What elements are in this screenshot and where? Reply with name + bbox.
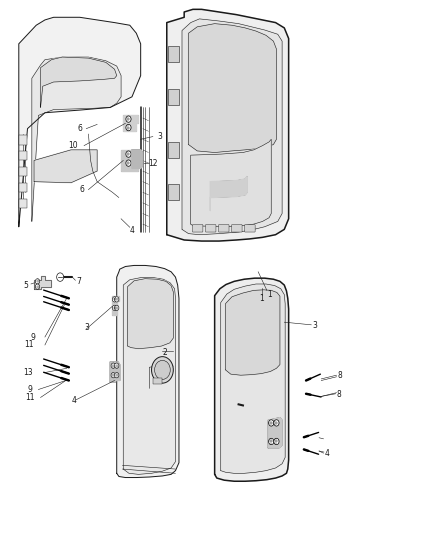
Bar	[19, 167, 27, 176]
Polygon shape	[268, 418, 282, 448]
Text: 6: 6	[79, 185, 85, 194]
Polygon shape	[167, 10, 289, 241]
Polygon shape	[34, 150, 97, 183]
Circle shape	[268, 438, 274, 445]
Circle shape	[152, 357, 173, 383]
FancyBboxPatch shape	[245, 224, 255, 232]
Text: 9: 9	[27, 385, 32, 394]
FancyBboxPatch shape	[192, 224, 203, 232]
Circle shape	[155, 360, 170, 379]
Circle shape	[115, 373, 119, 378]
Polygon shape	[121, 150, 141, 171]
Text: 8: 8	[338, 370, 343, 379]
Circle shape	[126, 151, 131, 157]
Polygon shape	[226, 290, 280, 375]
Text: 9: 9	[30, 333, 35, 342]
Polygon shape	[117, 265, 179, 478]
Bar	[168, 89, 179, 105]
Text: 2: 2	[162, 349, 167, 358]
Text: 13: 13	[24, 368, 33, 377]
Bar	[19, 183, 27, 192]
Circle shape	[113, 305, 117, 311]
Polygon shape	[215, 278, 289, 481]
FancyBboxPatch shape	[205, 224, 216, 232]
Bar	[168, 142, 179, 158]
Text: 4: 4	[72, 395, 77, 405]
Circle shape	[274, 438, 279, 445]
Text: 4: 4	[130, 226, 134, 235]
Text: 3: 3	[158, 132, 162, 141]
Polygon shape	[123, 115, 138, 131]
Bar	[168, 46, 179, 62]
Text: 8: 8	[337, 390, 342, 399]
Text: 11: 11	[24, 341, 34, 350]
Circle shape	[126, 116, 131, 122]
Polygon shape	[210, 176, 247, 211]
Circle shape	[126, 124, 131, 131]
Text: 7: 7	[76, 277, 81, 286]
Circle shape	[115, 305, 119, 311]
Text: 3: 3	[312, 321, 317, 330]
Polygon shape	[113, 296, 119, 316]
Circle shape	[115, 297, 119, 302]
Text: 1: 1	[259, 294, 264, 303]
Polygon shape	[32, 57, 121, 221]
Polygon shape	[132, 150, 143, 168]
Circle shape	[57, 273, 64, 281]
Polygon shape	[221, 284, 285, 473]
Bar	[153, 378, 162, 384]
Polygon shape	[188, 23, 276, 152]
FancyBboxPatch shape	[232, 224, 242, 232]
Circle shape	[113, 297, 117, 302]
Circle shape	[126, 160, 131, 166]
Bar	[168, 184, 179, 200]
Text: 5: 5	[24, 280, 28, 289]
Circle shape	[115, 363, 119, 368]
Text: 10: 10	[68, 141, 78, 150]
Polygon shape	[34, 276, 51, 289]
Polygon shape	[191, 139, 271, 227]
Polygon shape	[182, 19, 282, 235]
Circle shape	[268, 419, 274, 426]
Text: 6: 6	[77, 124, 82, 133]
Circle shape	[35, 284, 40, 289]
Text: 1: 1	[268, 289, 272, 298]
Polygon shape	[110, 362, 120, 382]
Text: 12: 12	[148, 159, 158, 167]
Bar	[19, 199, 27, 208]
Text: 11: 11	[25, 393, 35, 402]
Polygon shape	[127, 279, 173, 349]
Text: 4: 4	[325, 449, 329, 458]
Circle shape	[274, 419, 279, 426]
Polygon shape	[41, 57, 117, 108]
Circle shape	[111, 363, 116, 368]
FancyBboxPatch shape	[219, 224, 229, 232]
Text: 3: 3	[84, 323, 89, 332]
Polygon shape	[19, 17, 141, 227]
Circle shape	[35, 279, 40, 284]
Bar	[19, 151, 27, 160]
Polygon shape	[123, 278, 176, 474]
Bar	[19, 135, 27, 144]
Circle shape	[111, 373, 116, 378]
